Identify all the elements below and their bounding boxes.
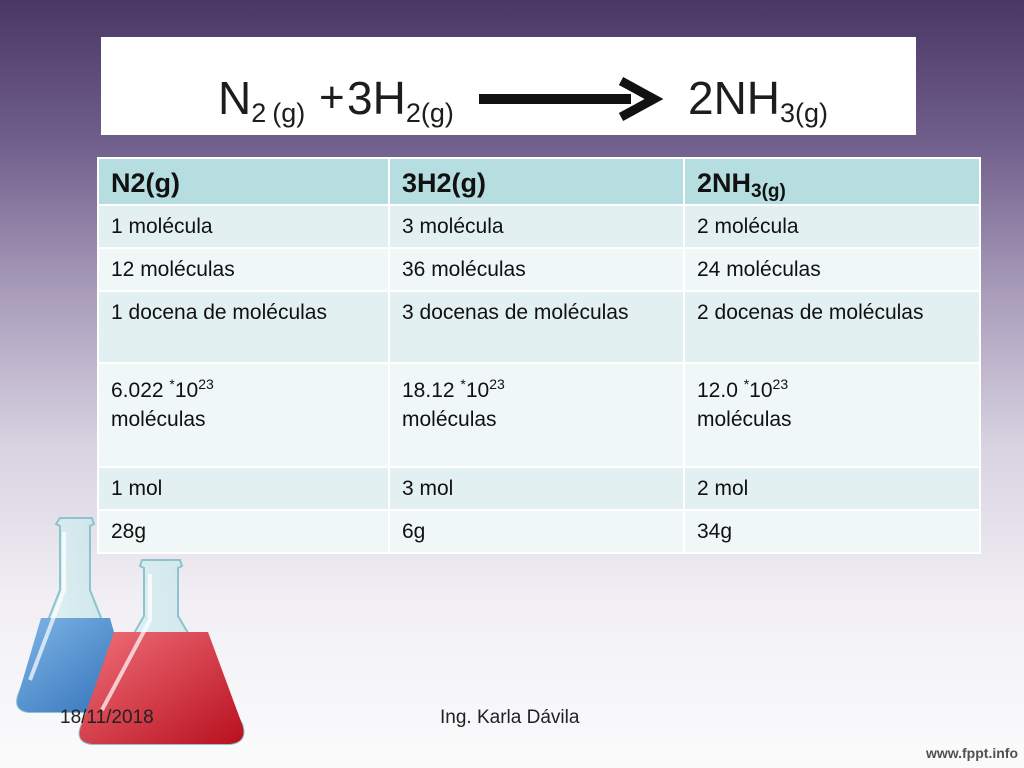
footer-site-link[interactable]: www.fppt.info <box>925 745 1018 761</box>
table-header-row: N2(g) 3H2(g) 2NH3(g) <box>97 157 981 206</box>
table-cell: 3 docenas de moléculas <box>388 290 685 364</box>
table-cell: 18.12 *1023 moléculas <box>388 362 685 468</box>
header-h2: 3H2(g) <box>388 157 685 206</box>
table-cell: 24 moléculas <box>683 247 981 292</box>
table-cell: 36 moléculas <box>388 247 685 292</box>
table-row: 1 molécula 3 molécula 2 molécula <box>97 204 981 249</box>
red-flask-icon <box>78 559 245 745</box>
table-cell: 3 molécula <box>388 204 685 249</box>
table-cell: 6.022 *1023 moléculas <box>97 362 390 468</box>
table-row: 1 docena de moléculas 3 docenas de moléc… <box>97 290 981 364</box>
chemical-equation: N2 (g) + 3H2(g) 2NH3(g) <box>218 72 828 128</box>
equation-h2: 3H2(g) <box>347 72 454 128</box>
table-cell: 12 moléculas <box>97 247 390 292</box>
header-nh3: 2NH3(g) <box>683 157 981 206</box>
table-cell: 1 molécula <box>97 204 390 249</box>
table-cell: 3 mol <box>388 466 685 511</box>
header-n2: N2(g) <box>97 157 390 206</box>
footer-date: 18/11/2018 <box>60 707 154 728</box>
equation-panel: N2 (g) + 3H2(g) 2NH3(g) <box>101 37 916 135</box>
table-cell: 6g <box>388 509 685 554</box>
equation-n2: N2 (g) <box>218 72 305 128</box>
table-cell: 28g <box>97 509 390 554</box>
equation-plus: + <box>319 73 345 122</box>
table-cell: 2 mol <box>683 466 981 511</box>
footer-author: Ing. Karla Dávila <box>440 707 580 728</box>
table-cell: 2 docenas de moléculas <box>683 290 981 364</box>
table-cell: 1 mol <box>97 466 390 511</box>
table-cell: 1 docena de moléculas <box>97 290 390 364</box>
table-cell: 34g <box>683 509 981 554</box>
table-row: 12 moléculas 36 moléculas 24 moléculas <box>97 247 981 292</box>
stoichiometry-table: N2(g) 3H2(g) 2NH3(g) 1 molécula 3 molécu… <box>97 157 981 554</box>
reaction-arrow-icon <box>479 77 664 121</box>
equation-nh3: 2NH3(g) <box>688 72 828 128</box>
table-row: 28g 6g 34g <box>97 509 981 554</box>
table-cell: 2 molécula <box>683 204 981 249</box>
lab-flasks-image <box>16 517 245 745</box>
table-cell: 12.0 *1023 moléculas <box>683 362 981 468</box>
table-row: 6.022 *1023 moléculas 18.12 *1023 molécula… <box>97 362 981 468</box>
table-row: 1 mol 3 mol 2 mol <box>97 466 981 511</box>
